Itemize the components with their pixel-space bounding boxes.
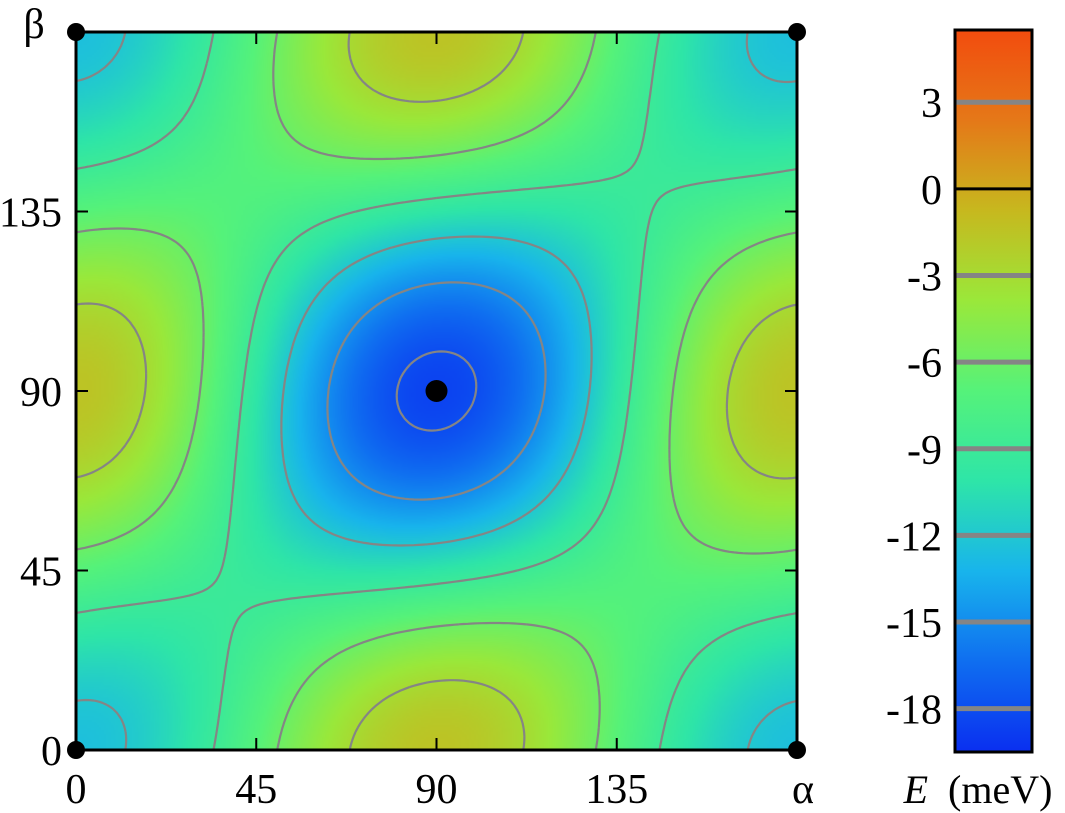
colorbar-tick-label: -9 bbox=[907, 428, 942, 474]
colorbar-tick-label: -3 bbox=[907, 254, 942, 300]
colorbar-contour-marks bbox=[955, 99, 1032, 712]
colorbar-tick-label: -12 bbox=[886, 514, 942, 560]
x-axis-ticks: 0 45 90 135 bbox=[66, 32, 648, 813]
colorbar-panel: 3 0 -3 -6 -9 -12 -15 -18 E (meV) bbox=[886, 28, 1053, 812]
contour-level--9 bbox=[76, 32, 797, 750]
y-tick-label: 90 bbox=[20, 370, 62, 416]
colorbar-label: E (meV) bbox=[903, 767, 1053, 812]
colorbar-frame bbox=[953, 28, 1034, 754]
y-axis-ticks: 0 45 90 135 bbox=[0, 191, 797, 775]
y-tick-label: 45 bbox=[20, 550, 62, 596]
colorbar-tick-label: 3 bbox=[921, 81, 942, 127]
contour-level--15 bbox=[326, 281, 547, 501]
y-axis-label: β bbox=[23, 2, 44, 48]
colorbar-tick-label: -15 bbox=[886, 601, 942, 647]
colorbar-tick-label: 0 bbox=[921, 168, 942, 214]
y-tick-label: 135 bbox=[0, 191, 62, 237]
contour-level--18 bbox=[395, 350, 478, 432]
x-tick-label: 0 bbox=[66, 767, 87, 813]
y-tick-label: 0 bbox=[41, 729, 62, 775]
x-tick-label: 135 bbox=[585, 767, 648, 813]
heatmap-panel: 0 45 90 135 0 45 90 135 α β bbox=[0, 2, 814, 813]
contour-level--6 bbox=[76, 32, 797, 750]
contour-lines bbox=[76, 32, 797, 750]
colorbar-label-symbol: E bbox=[903, 767, 928, 812]
colorbar-label-unit: (meV) bbox=[948, 767, 1052, 812]
x-tick-label: 90 bbox=[416, 767, 458, 813]
colorbar-tick-label: -6 bbox=[907, 341, 942, 387]
x-axis-label: α bbox=[792, 767, 814, 813]
point-marker-4 bbox=[425, 380, 448, 402]
x-tick-label: 45 bbox=[235, 767, 277, 813]
colorbar-tick-labels: 3 0 -3 -6 -9 -12 -15 -18 bbox=[886, 81, 942, 733]
colorbar-tick-label: -18 bbox=[886, 688, 942, 734]
contour-level--3 bbox=[76, 32, 797, 750]
colorbar bbox=[955, 30, 1032, 752]
